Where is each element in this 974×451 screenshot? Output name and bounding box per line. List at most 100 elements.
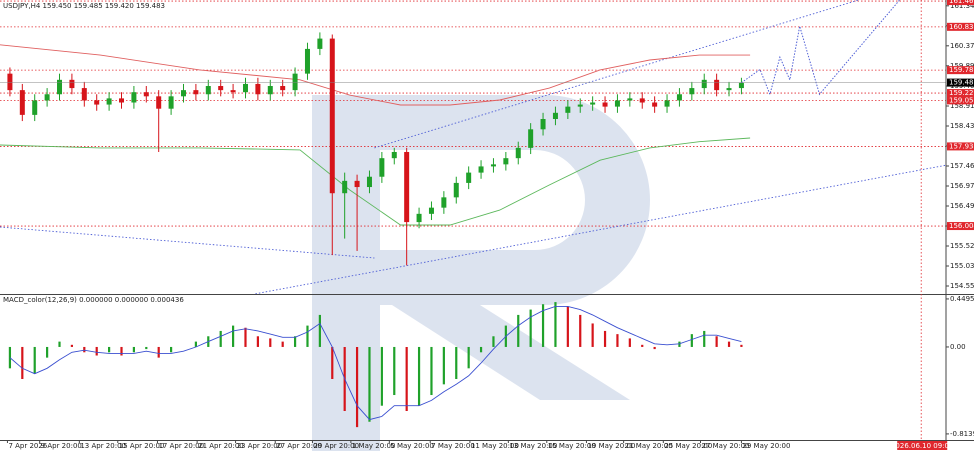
y-tick-label: 158.915 [950, 102, 974, 110]
candle-body [69, 79, 75, 89]
last-price-label: 159.483 [949, 79, 974, 87]
moving-average [0, 137, 751, 226]
candle-body [317, 38, 323, 49]
candle-body [81, 88, 87, 101]
candle-body [466, 172, 472, 183]
candle-body [738, 82, 744, 89]
level-label: 160.835 [949, 23, 974, 31]
candle-body [404, 151, 410, 223]
candle-body [366, 176, 372, 188]
last-price-bg [947, 78, 974, 87]
candle-body [577, 104, 583, 107]
candle-body [329, 38, 335, 194]
candle-body [652, 102, 658, 107]
level-label: 159.785 [949, 66, 974, 74]
candle-body [528, 129, 534, 148]
candle-body [280, 86, 286, 91]
candle-body [19, 90, 25, 115]
candle-body [292, 73, 298, 91]
candle-body [503, 158, 509, 165]
level-label: 157.935 [949, 142, 974, 150]
candle-body [205, 86, 211, 95]
candle-body [701, 79, 707, 89]
y-tick-label: 155.520 [950, 242, 974, 250]
y-tick-label: 161.345 [950, 2, 974, 10]
y-tick-label: 158.430 [950, 122, 974, 130]
x-tick-label: 19 May 20:00 [587, 442, 635, 450]
x-tick-label: 25 May 20:00 [664, 442, 712, 450]
candle-body [726, 88, 732, 91]
candle-body [106, 98, 112, 105]
macd-pane [8, 302, 743, 428]
y-tick-label: 156.490 [950, 202, 974, 210]
x-tick-label: 1 May 20:00 [352, 442, 396, 450]
candle-body [689, 88, 695, 95]
candle-body [354, 180, 360, 188]
candle-body [515, 147, 521, 159]
level-label-bg [947, 89, 974, 98]
level-label-bg [947, 0, 974, 6]
y-tick-label: 159.890 [950, 62, 974, 70]
x-tick-label: 7 Apr 2026 [8, 442, 47, 450]
level-label: 159.052 [949, 96, 974, 104]
forecast-line [741, 0, 901, 96]
candle-body [565, 106, 571, 113]
candle-body [7, 73, 13, 91]
level-label-bg [947, 66, 974, 75]
candle-body [304, 48, 310, 74]
candle-body [391, 151, 397, 159]
candle-body [379, 158, 385, 177]
candle-body [57, 79, 63, 95]
candle-body [32, 100, 38, 115]
x-tick-label: 27 May 20:00 [702, 442, 750, 450]
candle-body [143, 92, 149, 97]
level-label: 156.004 [949, 222, 974, 230]
candle-body [267, 86, 273, 95]
candle-body [255, 83, 261, 95]
x-tick-label: 15 Apr 20:00 [119, 442, 165, 450]
level-label-bg [947, 222, 974, 231]
time-marker-label: 2026.06.10 09:00 [891, 442, 953, 450]
x-tick-label: 15 May 20:00 [548, 442, 596, 450]
candle-body [590, 102, 596, 105]
candle-body [416, 213, 422, 223]
candle-body [540, 119, 546, 130]
candle-body [490, 164, 496, 167]
watermark [312, 95, 650, 451]
macd-signal [9, 305, 742, 421]
level-label: 159.229 [949, 89, 974, 97]
candle-body [193, 90, 199, 95]
candle-body [639, 98, 645, 103]
x-tick-label: 27 Apr 20:00 [276, 442, 322, 450]
candle-body [676, 94, 682, 101]
candle-body [614, 100, 620, 107]
candle-body [552, 112, 558, 120]
trendline [255, 164, 946, 294]
candle-body [428, 207, 434, 214]
x-tick-label: 21 Apr 20:00 [198, 442, 244, 450]
candle-body [342, 180, 348, 194]
trendline [374, 0, 860, 149]
candle-body [478, 166, 484, 173]
level-label: 161.460 [949, 0, 974, 5]
x-tick-label: 5 May 20:00 [390, 442, 434, 450]
candle-body [453, 182, 459, 198]
candle-body [627, 98, 633, 101]
moving-average [0, 44, 751, 106]
y-tick-label: 155.035 [950, 262, 974, 270]
candle-body [602, 102, 608, 107]
y-tick-label: 0.449522 [950, 295, 974, 303]
x-tick-label: 13 Apr 20:00 [80, 442, 126, 450]
macd-title: MACD_color(12,26,9) 0.000000 0.000000 0.… [3, 296, 184, 304]
y-tick-label: 157.460 [950, 162, 974, 170]
x-tick-label: 29 Apr 20:00 [313, 442, 359, 450]
level-label-bg [947, 22, 974, 31]
x-tick-label: 9 Apr 20:00 [41, 442, 82, 450]
y-tick-label: -0.813956 [950, 430, 974, 438]
x-tick-label: 29 May 20:00 [742, 442, 790, 450]
candle-body [131, 92, 137, 103]
chart-title: USDJPY,H4 159.450 159.485 159.420 159.48… [3, 2, 165, 10]
candle-body [441, 197, 447, 208]
